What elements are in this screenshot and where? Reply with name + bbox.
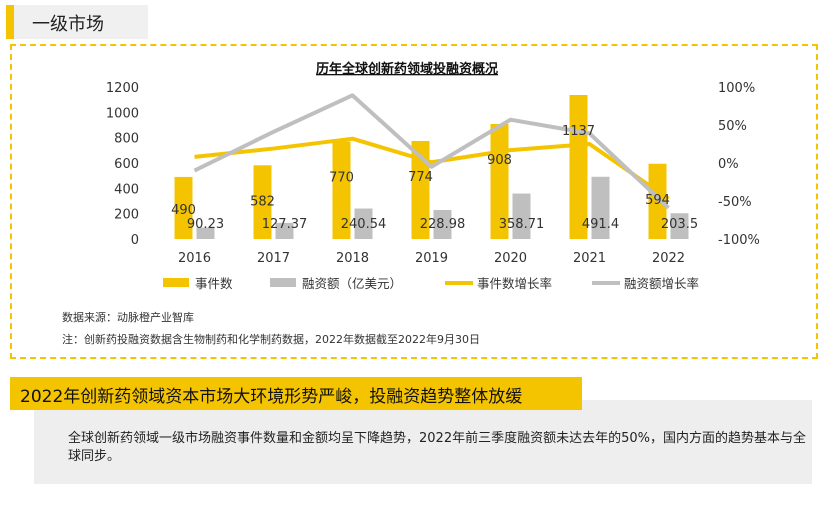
legend-label: 事件数增长率 [477,276,552,291]
financing-amount-bar [275,222,294,239]
event-count-bar [332,141,351,239]
legend-label: 事件数 [195,276,233,291]
x-tick-label: 2019 [415,251,448,266]
chart-frame [10,44,818,359]
section-header: 一级市场 [6,5,148,39]
financing-amount-label: 491.4 [582,217,619,232]
legend: 事件数 融资额（亿美元） 事件数增长率 融资额增长率 [163,276,699,291]
lines-group [193,93,670,210]
x-tick-label: 2018 [336,251,369,266]
financing-amount-label: 203.5 [661,217,698,232]
right-tick-label: 100% [718,81,755,96]
right-axis: -100% -50% 0% 50% 100% [718,81,760,248]
footnote: 注：创新药投融资数据含生物制药和化学制药数据，2022年数据截至2022年9月3… [62,333,480,346]
left-tick-label: 400 [114,182,139,197]
left-tick-label: 1200 [106,81,139,96]
x-tick-label: 2022 [652,251,685,266]
summary-box: 全球创新药领域一级市场融资事件数量和金额均呈下降趋势，2022年前三季度融资额未… [34,400,812,484]
event-count-label: 770 [329,170,354,185]
right-tick-label: -100% [718,233,760,248]
legend-swatch [163,278,189,287]
financing-amount-bar [196,227,215,239]
event-count-bar [174,176,193,239]
right-tick-label: 50% [718,119,747,134]
left-tick-label: 600 [114,157,139,172]
financing-amount-bar [433,209,452,239]
event-growth-line [194,136,670,201]
financing-amount-bar [670,213,689,239]
x-tick-label: 2017 [257,251,290,266]
headline-text: 2022年创新药领域资本市场大环境形势严峻，投融资趋势整体放缓 [20,387,523,407]
financing-amount-label: 228.98 [420,217,466,232]
financing-amount-label: 358.71 [499,217,545,232]
legend-label: 融资额增长率 [624,276,699,291]
x-tick-label: 2020 [494,251,527,266]
event-count-label: 774 [408,170,433,185]
financing-amount-label: 127.37 [262,217,308,232]
left-tick-label: 0 [131,233,139,248]
event-count-bar [648,163,667,239]
event-count-label: 582 [250,194,275,209]
investment-chart: 历年全球创新药领域投融资概况 0 200 400 600 800 1000 1200 -10… [106,61,760,291]
event-count-bar [253,165,272,239]
event-count-label: 908 [487,153,512,168]
event-count-label: 1137 [562,124,595,139]
financing-amount-label: 90.23 [187,217,224,232]
right-tick-label: -50% [718,195,752,210]
event-count-label: 594 [645,193,670,208]
left-tick-label: 1000 [106,106,139,121]
section-accent-bar [6,5,14,39]
legend-label: 融资额（亿美元） [302,276,402,291]
x-tick-label: 2016 [178,251,211,266]
left-tick-label: 800 [114,132,139,147]
headline-banner: 2022年创新药领域资本市场大环境形势严峻，投融资趋势整体放缓 [10,377,582,410]
x-axis: 2016 2017 2018 2019 2020 2021 2022 [178,251,685,266]
financing-amount-bar [512,193,531,239]
financing-growth-line [193,93,670,210]
section-title: 一级市场 [32,14,104,35]
event-count-label: 490 [171,203,196,218]
financing-amount-bar [591,176,610,239]
chart-title: 历年全球创新药领域投融资概况 [316,61,498,77]
financing-amount-bar [354,208,373,239]
bar-labels-group: 490 582 770 774 908 1137 594 90.23 127.37 240.54 2… [171,124,698,232]
left-axis: 0 200 400 600 800 1000 1200 [106,81,139,248]
data-source-note: 数据来源：动脉橙产业智库 [62,311,194,324]
summary-text: 全球创新药领域一级市场融资事件数量和金额均呈下降趋势，2022年前三季度融资额未… [68,431,806,464]
left-tick-label: 200 [114,208,139,223]
financing-amount-label: 240.54 [341,217,387,232]
right-tick-label: 0% [718,157,739,172]
x-tick-label: 2021 [573,251,606,266]
event-count-bar [411,140,430,239]
legend-swatch [270,278,296,287]
